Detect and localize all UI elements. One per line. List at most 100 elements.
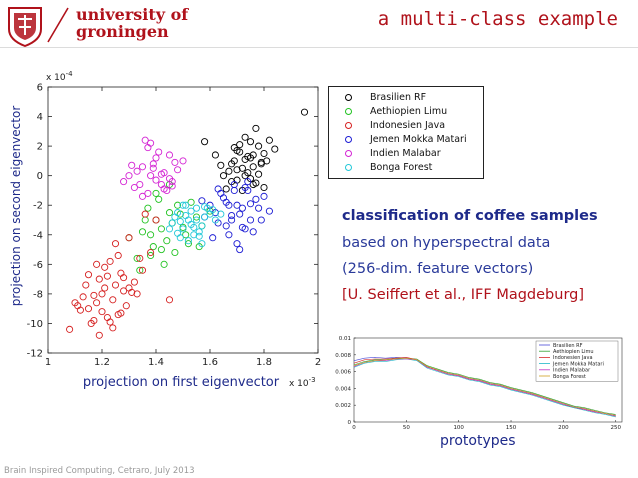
proto-x-tick-label: 0 [352,425,356,431]
scatter-point [133,254,141,262]
scatter-point [174,166,182,174]
scatter-point [241,225,249,233]
scatter-points [66,108,309,339]
scatter-point [201,203,209,211]
scatter-point [244,152,252,161]
proto-legend-label: Jemen Mokka Matari [552,361,604,367]
scatter-series-2 [66,210,174,339]
scatter-point [174,229,182,237]
scatter-point [138,266,147,274]
scatter-point [147,251,155,260]
x-exponent-base: x 10 [289,379,309,389]
scatter-point [165,225,174,233]
proto-y-tick-label: 0.01 [339,336,351,342]
prototypes-legend-box [535,340,619,382]
classification-heading: classification of coffee samples [342,208,598,224]
legend-item-bonga: Bonga Forest [337,161,432,174]
scatter-point [149,164,157,172]
scatter-series-3 [198,178,273,254]
scatter-point [228,216,236,224]
y-exponent-power: -4 [66,70,74,78]
scatter-point [138,192,147,200]
scatter-point [174,201,182,209]
prototypes-lines [353,357,616,418]
scatter-point [155,148,163,156]
scatter-point [225,201,233,209]
scatter-series-4 [120,136,187,200]
scatter-point [152,154,160,162]
y-exponent-label: x 10-4 [46,70,73,83]
legend-marker-brasilien [345,94,352,101]
scatter-point [147,231,155,239]
scatter-chart: projection on second eigenvector project… [9,70,321,390]
scatter-point [263,157,271,165]
legend-item-jemen: Jemen Mokka Matari [337,133,467,146]
scatter-point [141,136,149,144]
scatter-point [219,172,228,180]
scatter-point [152,176,160,184]
scatter-point [93,260,101,268]
scatter-point [168,219,176,227]
scatter-point [128,161,136,169]
scatter-point [171,213,179,221]
scatter-point [168,178,176,186]
scatter-point [160,260,168,268]
scatter-point [130,183,138,192]
scatter-point [225,231,233,239]
y-tick-label: 4 [37,112,43,123]
legend-label-aethiopien: Aethiopien Limu [370,106,448,117]
scatter-point [128,288,136,296]
scatter-point [192,213,201,221]
scatter-point [184,237,192,245]
y-tick-label: 2 [37,142,43,153]
scatter-point [195,232,203,240]
scatter-point [98,290,106,298]
title-divider [0,47,638,48]
scatter-point [82,281,90,289]
scatter-legend: Brasilien RF Aethiopien Limu Indonesien … [328,86,484,179]
scatter-point [93,299,101,307]
scatter-point [149,160,157,168]
y-exponent-base: x 10 [46,73,66,83]
slide-title: a multi-class example [377,8,618,30]
scatter-point [111,281,120,289]
y-tick-label: -4 [33,230,43,241]
scatter-point [71,299,79,307]
scatter-point [233,240,241,248]
legend-label-indonesien: Indonesien Java [370,120,446,131]
scatter-point [236,141,244,149]
proto-y-tick-label: 0.008 [335,353,351,359]
scatter-point [236,246,244,254]
scatter-point [211,151,219,159]
scatter-point [252,124,260,132]
scatter-point [228,212,236,220]
prototypes-chart: 0 50 100 150 200 250 0 0.002 0.004 0.006 0.008 0.01… [335,336,623,431]
scatter-point [147,139,155,147]
scatter-point [252,179,260,187]
scatter-point [238,204,246,212]
scatter-point [214,185,222,193]
scatter-point [241,183,249,192]
proto-legend-label: Bonga Forest [553,374,586,380]
scatter-point [190,223,198,231]
scatter-point [120,274,128,282]
scatter-point [157,246,165,254]
scatter-point [163,237,171,245]
scatter-point [95,275,103,283]
y-tick-label: -8 [33,289,43,300]
scatter-point [271,145,279,153]
scatter-point [171,158,179,166]
scatter-point [149,243,157,251]
scatter-point [179,201,187,209]
x-tick-label: 1.2 [94,357,110,368]
legend-label-jemen: Jemen Mokka Matari [370,134,467,145]
prototype-line-5 [353,357,616,416]
scatter-point [249,228,257,236]
scatter-point [106,257,114,265]
scatter-point [246,216,255,224]
scatter-point [157,225,165,233]
prototypes-caption: prototypes [440,433,516,449]
scatter-point [241,172,249,180]
proto-x-tick-label: 200 [558,425,569,431]
legend-label-brasilien: Brasilien RF [370,92,427,103]
